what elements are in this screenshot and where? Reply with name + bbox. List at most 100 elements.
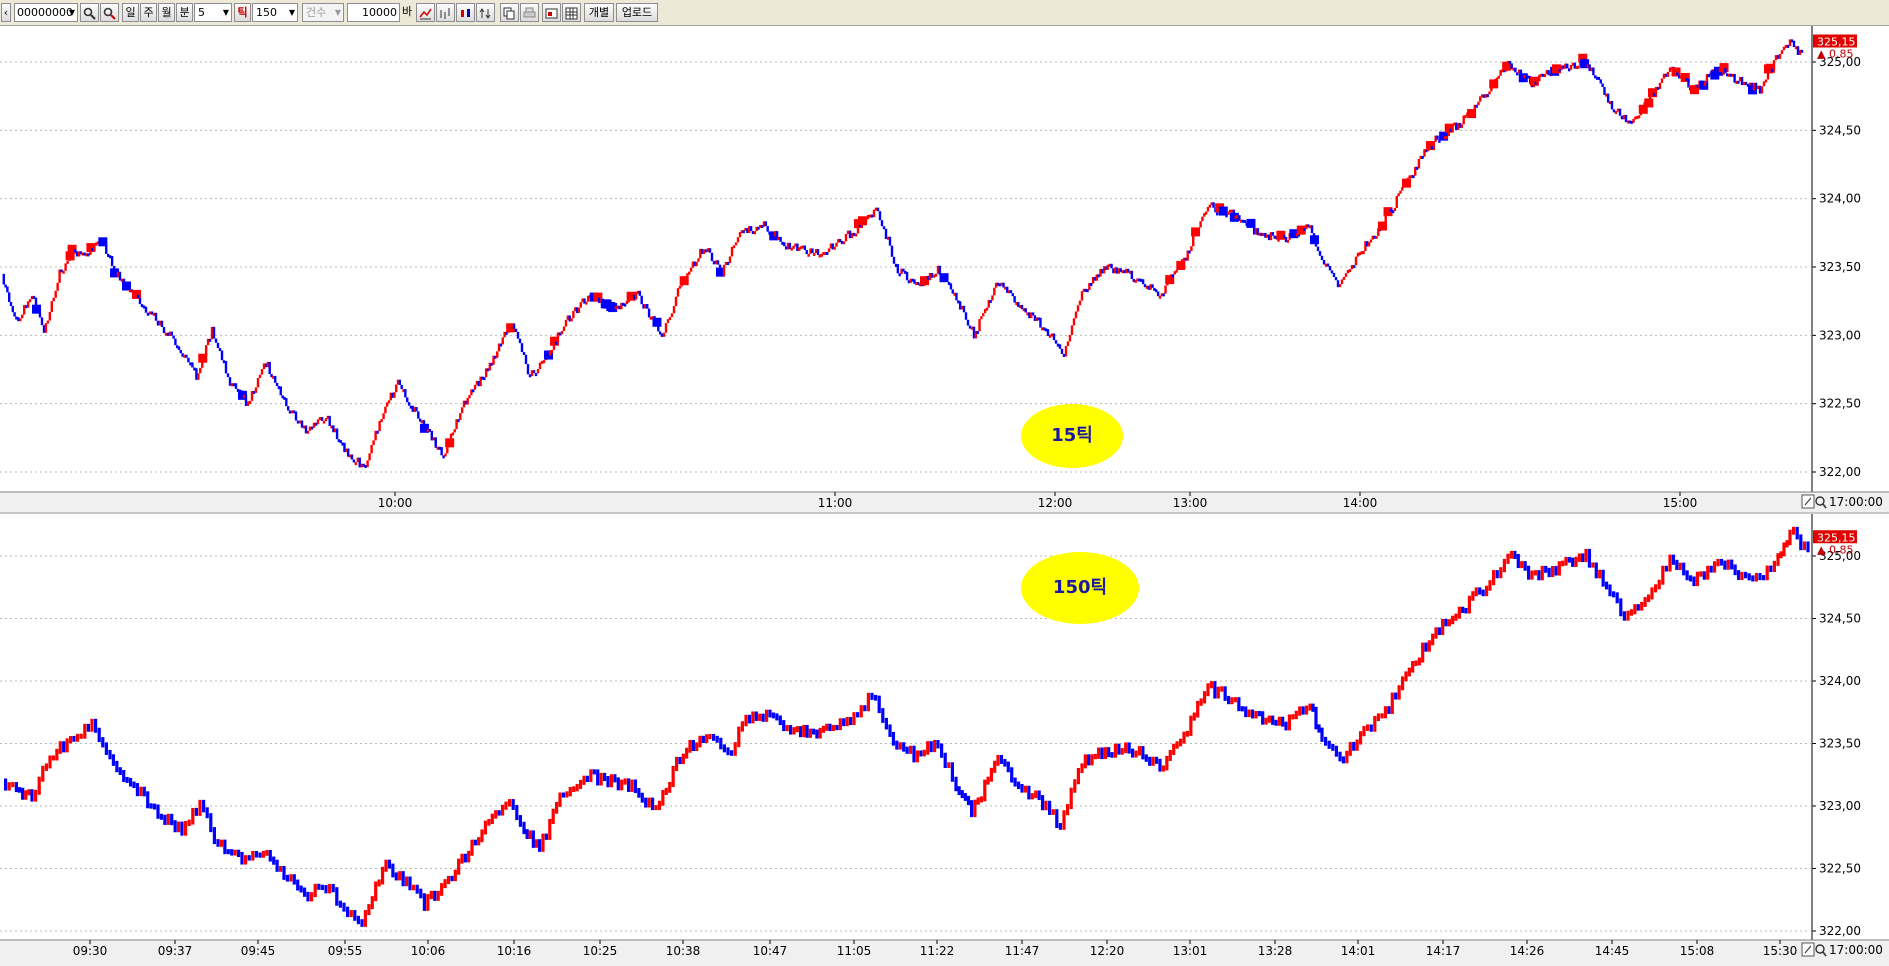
quantity-input[interactable]: 10000 <box>347 3 400 22</box>
code-combobox[interactable]: 00000000 ▼ <box>14 3 78 22</box>
down-tick <box>1013 296 1016 303</box>
down-tick <box>126 286 130 291</box>
copy-button[interactable] <box>500 3 519 22</box>
up-tick <box>1408 175 1411 179</box>
up-tick <box>1571 62 1575 66</box>
down-bar <box>408 876 412 891</box>
down-tick <box>947 282 951 286</box>
up-tick <box>1158 295 1162 299</box>
down-tick <box>34 297 38 310</box>
up-marker <box>1766 63 1775 73</box>
upload-button[interactable]: 업로드 <box>616 3 658 22</box>
period-week-button[interactable]: 주 <box>140 3 157 22</box>
up-tick <box>1543 74 1547 78</box>
up-bar <box>737 726 741 748</box>
down-tick <box>1800 49 1804 53</box>
up-tick <box>1577 65 1580 69</box>
down-bar <box>1240 706 1244 712</box>
down-tick <box>911 278 914 282</box>
down-tick <box>195 368 198 380</box>
grid-button[interactable] <box>562 3 581 22</box>
down-tick <box>1326 263 1330 267</box>
up-bar <box>1345 750 1349 764</box>
up-bar <box>1196 700 1200 718</box>
up-bar <box>289 874 293 882</box>
up-bar <box>1788 529 1792 546</box>
down-bar <box>637 788 641 798</box>
up-bar <box>740 721 744 732</box>
up-bar <box>1192 712 1196 721</box>
down-bar <box>602 772 607 782</box>
minute-select[interactable]: 5 ▼ <box>194 3 232 22</box>
down-bar <box>1352 741 1356 751</box>
up-tick <box>1004 286 1007 290</box>
down-bar <box>1601 569 1605 587</box>
down-bar <box>1709 565 1713 573</box>
candle-chart-button[interactable] <box>456 3 475 22</box>
period-minute-button[interactable]: 분 <box>176 3 193 22</box>
tick-button[interactable]: 틱 <box>234 3 251 22</box>
up-tick <box>372 440 375 445</box>
down-tick <box>1153 287 1156 291</box>
count-select[interactable]: 건수 ▼ <box>302 3 344 22</box>
down-tick <box>236 388 240 392</box>
individual-button[interactable]: 개별 <box>584 3 614 22</box>
up-tick <box>272 375 275 379</box>
up-tick <box>260 369 264 375</box>
search-clear-button[interactable] <box>100 3 119 22</box>
down-tick <box>162 327 166 334</box>
up-tick <box>1538 74 1541 82</box>
down-tick <box>1373 235 1376 239</box>
down-tick <box>105 244 108 254</box>
up-tick <box>470 389 473 396</box>
up-bar <box>1765 565 1769 581</box>
down-tick <box>1310 225 1314 234</box>
collapse-toolbar-button[interactable]: ‹ <box>1 3 11 22</box>
plot-background <box>0 514 1889 940</box>
period-month-button[interactable]: 월 <box>158 3 175 22</box>
up-tick <box>924 275 928 282</box>
search-button[interactable] <box>80 3 99 22</box>
down-tick <box>1143 284 1147 288</box>
bar-chart-button[interactable] <box>436 3 455 22</box>
down-bar <box>525 829 529 840</box>
up-tick <box>1234 215 1237 219</box>
down-tick <box>962 305 966 313</box>
down-tick <box>83 252 86 256</box>
x-axis-band <box>0 940 1889 960</box>
up-tick <box>702 249 706 254</box>
down-marker <box>110 268 120 278</box>
up-bar <box>1712 561 1717 573</box>
up-tick <box>1266 234 1269 238</box>
down-tick <box>907 280 911 284</box>
up-tick <box>649 316 653 320</box>
print-button[interactable] <box>520 3 539 22</box>
period-month-label: 월 <box>161 6 172 19</box>
up-tick <box>1301 227 1304 231</box>
up-tick <box>552 341 556 350</box>
image-save-button[interactable] <box>542 3 561 22</box>
down-bar <box>30 789 34 802</box>
down-tick <box>4 284 7 288</box>
y-tick-label: 325,00 <box>1819 549 1861 563</box>
period-day-button[interactable]: 일 <box>122 3 139 22</box>
updown-chart-button[interactable] <box>476 3 495 22</box>
up-tick <box>1666 71 1670 77</box>
up-tick <box>1668 67 1672 72</box>
down-tick <box>1256 228 1260 236</box>
down-bar <box>1048 800 1052 815</box>
up-bar <box>500 804 505 816</box>
up-bar <box>674 756 679 771</box>
up-tick <box>614 306 618 310</box>
line-chart-button[interactable] <box>416 3 435 22</box>
down-tick <box>958 301 962 310</box>
tick-count-select[interactable]: 150 ▼ <box>252 3 298 22</box>
up-tick <box>1614 111 1618 115</box>
down-tick <box>91 248 94 252</box>
down-tick <box>1052 333 1056 341</box>
down-bar <box>1571 557 1575 567</box>
down-bar <box>1341 756 1346 764</box>
up-bar <box>785 725 789 732</box>
up-tick <box>1414 166 1417 176</box>
up-tick <box>459 413 462 420</box>
